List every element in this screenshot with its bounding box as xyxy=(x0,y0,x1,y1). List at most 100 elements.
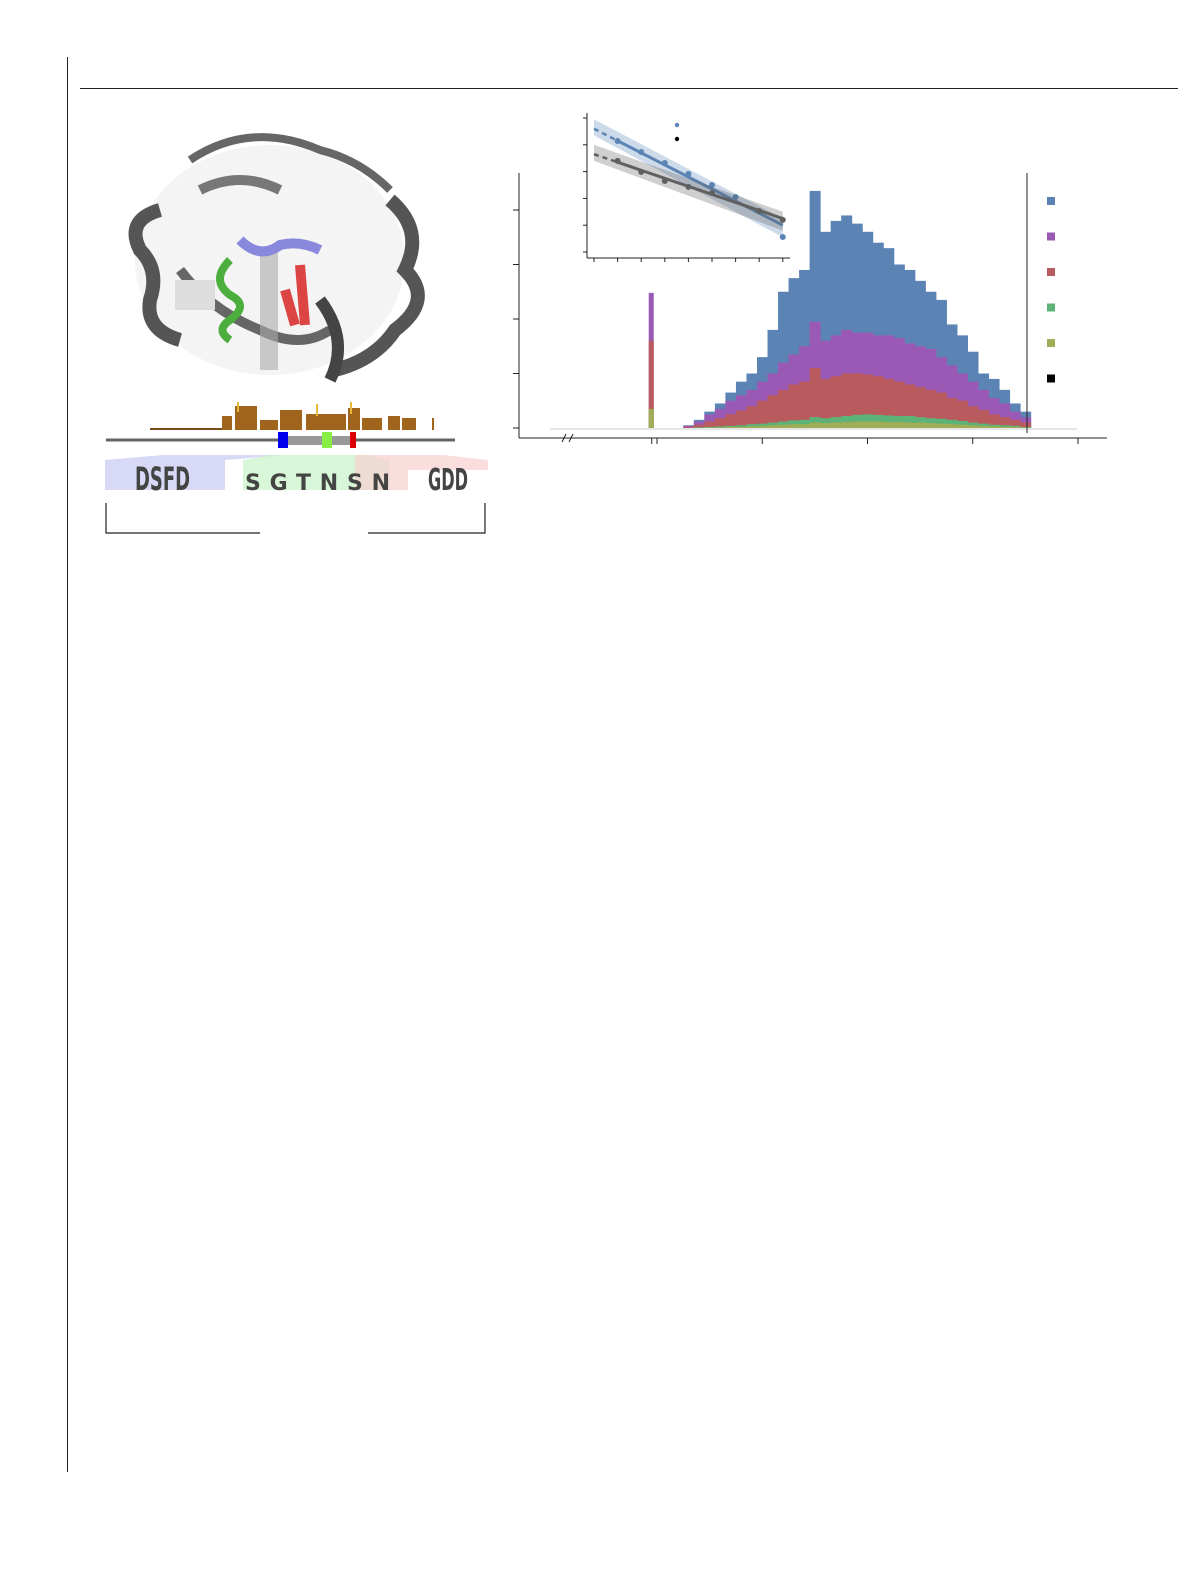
bar-red xyxy=(956,400,968,428)
legend-marker-blue xyxy=(1047,197,1055,205)
bar-purple xyxy=(925,348,937,428)
bar-green xyxy=(799,419,811,428)
motif-b-marker xyxy=(322,432,332,448)
data-point xyxy=(779,216,786,223)
bar-green xyxy=(778,421,790,428)
sequence-conservation-track xyxy=(106,402,455,448)
bar-olive xyxy=(841,422,853,428)
bar-purple xyxy=(704,414,716,428)
bar-green xyxy=(862,414,874,428)
bar-olive xyxy=(851,421,863,428)
bar-blue xyxy=(841,215,853,428)
bar-olive xyxy=(904,422,916,428)
motif-red-strand xyxy=(280,264,310,327)
bar-red xyxy=(683,426,695,428)
motif-c-marker xyxy=(350,432,356,448)
bar-red xyxy=(841,373,853,428)
bar-red xyxy=(767,395,779,428)
legend-marker-black xyxy=(674,136,680,142)
data-point xyxy=(709,190,715,197)
bar-red xyxy=(914,387,926,428)
legend-marker-black xyxy=(1047,374,1055,383)
inset-regression-chart xyxy=(583,113,790,262)
bar-red xyxy=(778,389,790,428)
bar-blue xyxy=(820,231,832,428)
logo-motif-a: DSFD xyxy=(135,460,190,498)
histogram-chart xyxy=(513,173,1107,444)
legend-marker-purple xyxy=(1047,232,1055,241)
bar-olive xyxy=(809,422,821,428)
data-point xyxy=(732,194,739,201)
page-margin-line xyxy=(67,57,68,1472)
bar-purple xyxy=(978,389,990,428)
motif-a-marker xyxy=(278,432,288,448)
domain-region xyxy=(280,436,355,445)
bar-red xyxy=(904,384,916,428)
legend-marker-blue xyxy=(674,122,680,128)
bar-red xyxy=(946,398,958,428)
bar-red xyxy=(872,376,884,428)
data-point xyxy=(685,183,692,190)
bar-olive xyxy=(820,423,832,428)
bar-red xyxy=(693,424,705,428)
bar-green xyxy=(746,424,758,428)
inset-plot xyxy=(583,113,790,262)
bar-olive xyxy=(999,426,1011,428)
bar-red xyxy=(820,378,832,428)
bar-red xyxy=(725,414,737,428)
bar-olive xyxy=(872,421,884,428)
bar-red xyxy=(756,400,769,428)
histogram-bars xyxy=(648,190,1032,428)
bar-olive xyxy=(714,427,726,428)
bar-red xyxy=(999,417,1011,428)
data-point xyxy=(661,177,668,184)
bar-olive xyxy=(799,424,811,428)
bar-red xyxy=(925,389,937,428)
legend-marker-green xyxy=(1047,303,1055,312)
data-point xyxy=(638,149,645,156)
bar-green xyxy=(693,427,705,428)
sequence-logos: DSFD SGTNSN GDD xyxy=(105,455,488,534)
bar-red xyxy=(735,410,747,428)
bar-blue xyxy=(809,190,821,428)
bar-olive xyxy=(746,426,758,428)
bar-olive xyxy=(967,425,979,428)
bar-green xyxy=(935,418,947,428)
bar-olive xyxy=(767,425,779,428)
bar-red xyxy=(1020,422,1032,428)
bar-red xyxy=(830,376,842,428)
bar-blue xyxy=(830,220,842,428)
bar-red xyxy=(862,374,874,428)
logo-letters: GDD xyxy=(428,463,468,498)
bar-red xyxy=(809,368,821,428)
data-point xyxy=(661,160,668,167)
bar-blue xyxy=(851,223,863,428)
fit-line-extrapolated xyxy=(593,152,619,164)
bar-red xyxy=(1009,419,1021,428)
data-point xyxy=(614,138,621,145)
axis-break-icon xyxy=(561,433,574,443)
fit-line xyxy=(616,139,784,227)
bar-olive xyxy=(935,423,947,428)
bar-olive xyxy=(893,422,905,428)
legend-marker-red xyxy=(1047,268,1055,276)
bar-olive xyxy=(778,424,790,428)
header-rule xyxy=(80,88,1178,89)
bar-olive xyxy=(988,426,1000,428)
protein-structure-image xyxy=(128,133,425,383)
bar-green xyxy=(904,416,916,428)
bar-purple xyxy=(946,365,958,428)
bar-red xyxy=(788,384,800,428)
outlier-bar-olive xyxy=(648,408,654,428)
bar-green xyxy=(714,426,726,428)
logo-motif-c: GDD xyxy=(428,463,468,498)
data-point xyxy=(685,171,692,178)
fit-line-extrapolated xyxy=(593,127,619,142)
motif-blue-helix xyxy=(236,236,323,257)
bar-green xyxy=(956,420,968,428)
bar-blue xyxy=(862,231,874,428)
data-point xyxy=(614,157,621,164)
bar-olive xyxy=(956,424,968,428)
bar-olive xyxy=(725,426,737,428)
protein-cartoon xyxy=(128,133,425,383)
